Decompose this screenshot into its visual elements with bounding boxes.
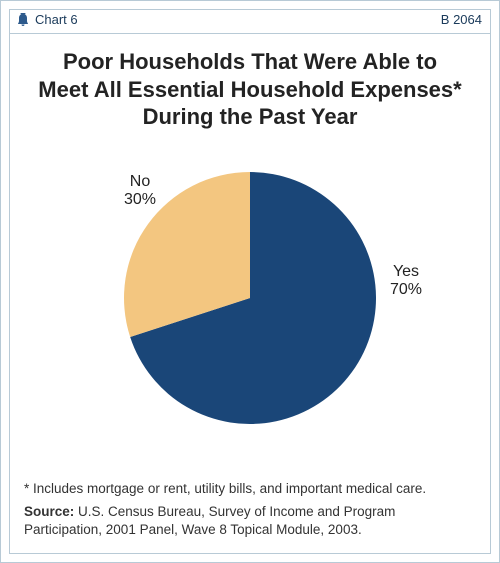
slice-no-pct: 30% — [100, 191, 180, 209]
chart-inner-frame: Chart 6 B 2064 Poor Households That Were… — [9, 9, 491, 554]
chart-title: Poor Households That Were Able to Meet A… — [30, 48, 470, 131]
chart-card: Chart 6 B 2064 Poor Households That Were… — [0, 0, 500, 563]
reference-code: B 2064 — [441, 12, 482, 27]
liberty-bell-icon — [15, 13, 31, 29]
footnote: * Includes mortgage or rent, utility bil… — [24, 480, 476, 498]
top-bar: Chart 6 B 2064 — [10, 10, 490, 34]
slice-yes-name: Yes — [393, 263, 419, 280]
source-line: Source: U.S. Census Bureau, Survey of In… — [24, 503, 476, 539]
slice-label-yes: Yes 70% — [366, 263, 446, 300]
slice-yes-pct: 70% — [366, 281, 446, 299]
source-label: Source: — [24, 504, 74, 519]
title-line-3: During the Past Year — [30, 103, 470, 131]
chart-number: Chart 6 — [35, 12, 78, 27]
pie-svg — [124, 172, 376, 424]
title-line-1: Poor Households That Were Able to — [30, 48, 470, 76]
slice-label-no: No 30% — [100, 173, 180, 210]
pie-chart: No 30% Yes 70% — [30, 143, 470, 453]
slice-no-name: No — [130, 173, 150, 190]
source-text: U.S. Census Bureau, Survey of Income and… — [24, 504, 395, 537]
title-line-2: Meet All Essential Household Expenses* — [30, 76, 470, 104]
chart-footer: * Includes mortgage or rent, utility bil… — [24, 480, 476, 539]
